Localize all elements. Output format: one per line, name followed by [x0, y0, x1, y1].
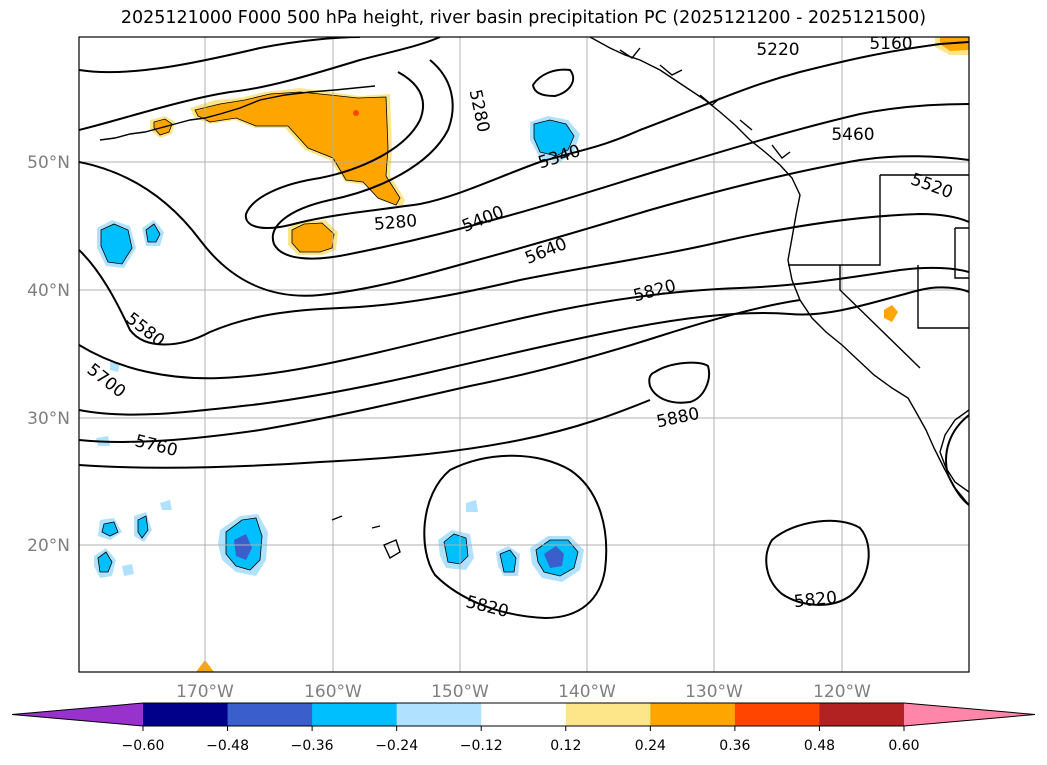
colorbar-segment	[481, 703, 567, 726]
colorbar-tick-label: −0.36	[291, 738, 334, 754]
colorbar-tick-label: −0.60	[122, 738, 165, 754]
contour-label: 5880	[655, 404, 701, 433]
contour-label: 5640	[522, 234, 570, 269]
longitude-labels: 170°W 160°W 150°W 140°W 130°W 120°W	[176, 682, 871, 702]
colorbar-extend-low	[12, 703, 143, 726]
latitude-labels: 50°N 40°N 30°N 20°N	[27, 153, 70, 556]
contour-label: 5820	[631, 276, 678, 307]
lon-label: 160°W	[304, 682, 362, 702]
precip-positive-shading	[150, 37, 969, 672]
contour-label: 5760	[133, 431, 180, 461]
colorbar-tick-label: −0.12	[460, 738, 503, 754]
lon-label: 170°W	[176, 682, 234, 702]
contour-label: 5280	[465, 88, 494, 134]
colorbar-tick-label: 0.60	[888, 738, 919, 754]
colorbar-segment	[650, 703, 736, 726]
coastlines	[99, 37, 969, 560]
contour-label: 5820	[793, 588, 838, 612]
height-contours	[79, 37, 969, 620]
colorbar-tick-label: 0.48	[804, 738, 835, 754]
lat-label: 40°N	[27, 281, 70, 301]
contour-label: 5220	[756, 40, 799, 60]
lon-label: 130°W	[685, 682, 743, 702]
contour-label: 5820	[464, 592, 511, 622]
contour-label: 5160	[869, 34, 912, 54]
graticule	[79, 37, 969, 672]
lat-label: 50°N	[27, 153, 70, 173]
contour-label: 5400	[459, 202, 507, 237]
colorbar-tick-label: −0.48	[206, 738, 249, 754]
precip-outlines	[97, 91, 579, 577]
colorbar-segment	[227, 703, 313, 726]
lon-label: 140°W	[558, 682, 616, 702]
lat-label: 20°N	[27, 536, 70, 556]
colorbar-segment	[734, 703, 820, 726]
map-title: 2025121000 F000 500 hPa height, river ba…	[120, 8, 927, 28]
contour-label: 5460	[831, 125, 874, 145]
colorbar: −0.60 −0.48 −0.36 −0.24 −0.12 0.12 0.24 0.36 0.4…	[11, 702, 1036, 754]
lat-label: 30°N	[27, 409, 70, 429]
colorbar-segment	[143, 703, 229, 726]
colorbar-segment	[312, 703, 398, 726]
contour-label: 5280	[373, 211, 418, 235]
lon-label: 150°W	[431, 682, 489, 702]
colorbar-tick-label: 0.24	[635, 738, 666, 754]
colorbar-tick-label: 0.12	[550, 738, 581, 754]
colorbar-segment	[565, 703, 651, 726]
lon-label: 120°W	[813, 682, 871, 702]
colorbar-segment	[396, 703, 482, 726]
map-frame	[78, 36, 970, 673]
colorbar-tick-label: 0.36	[719, 738, 750, 754]
colorbar-segment	[819, 703, 905, 726]
colorbar-tick-label: −0.24	[375, 738, 418, 754]
precip-negative-shading	[94, 116, 584, 582]
colorbar-extend-high	[904, 703, 1035, 726]
map-body: 5220 5160 5280 5340 5460 5520 5280 5400 …	[79, 34, 969, 672]
